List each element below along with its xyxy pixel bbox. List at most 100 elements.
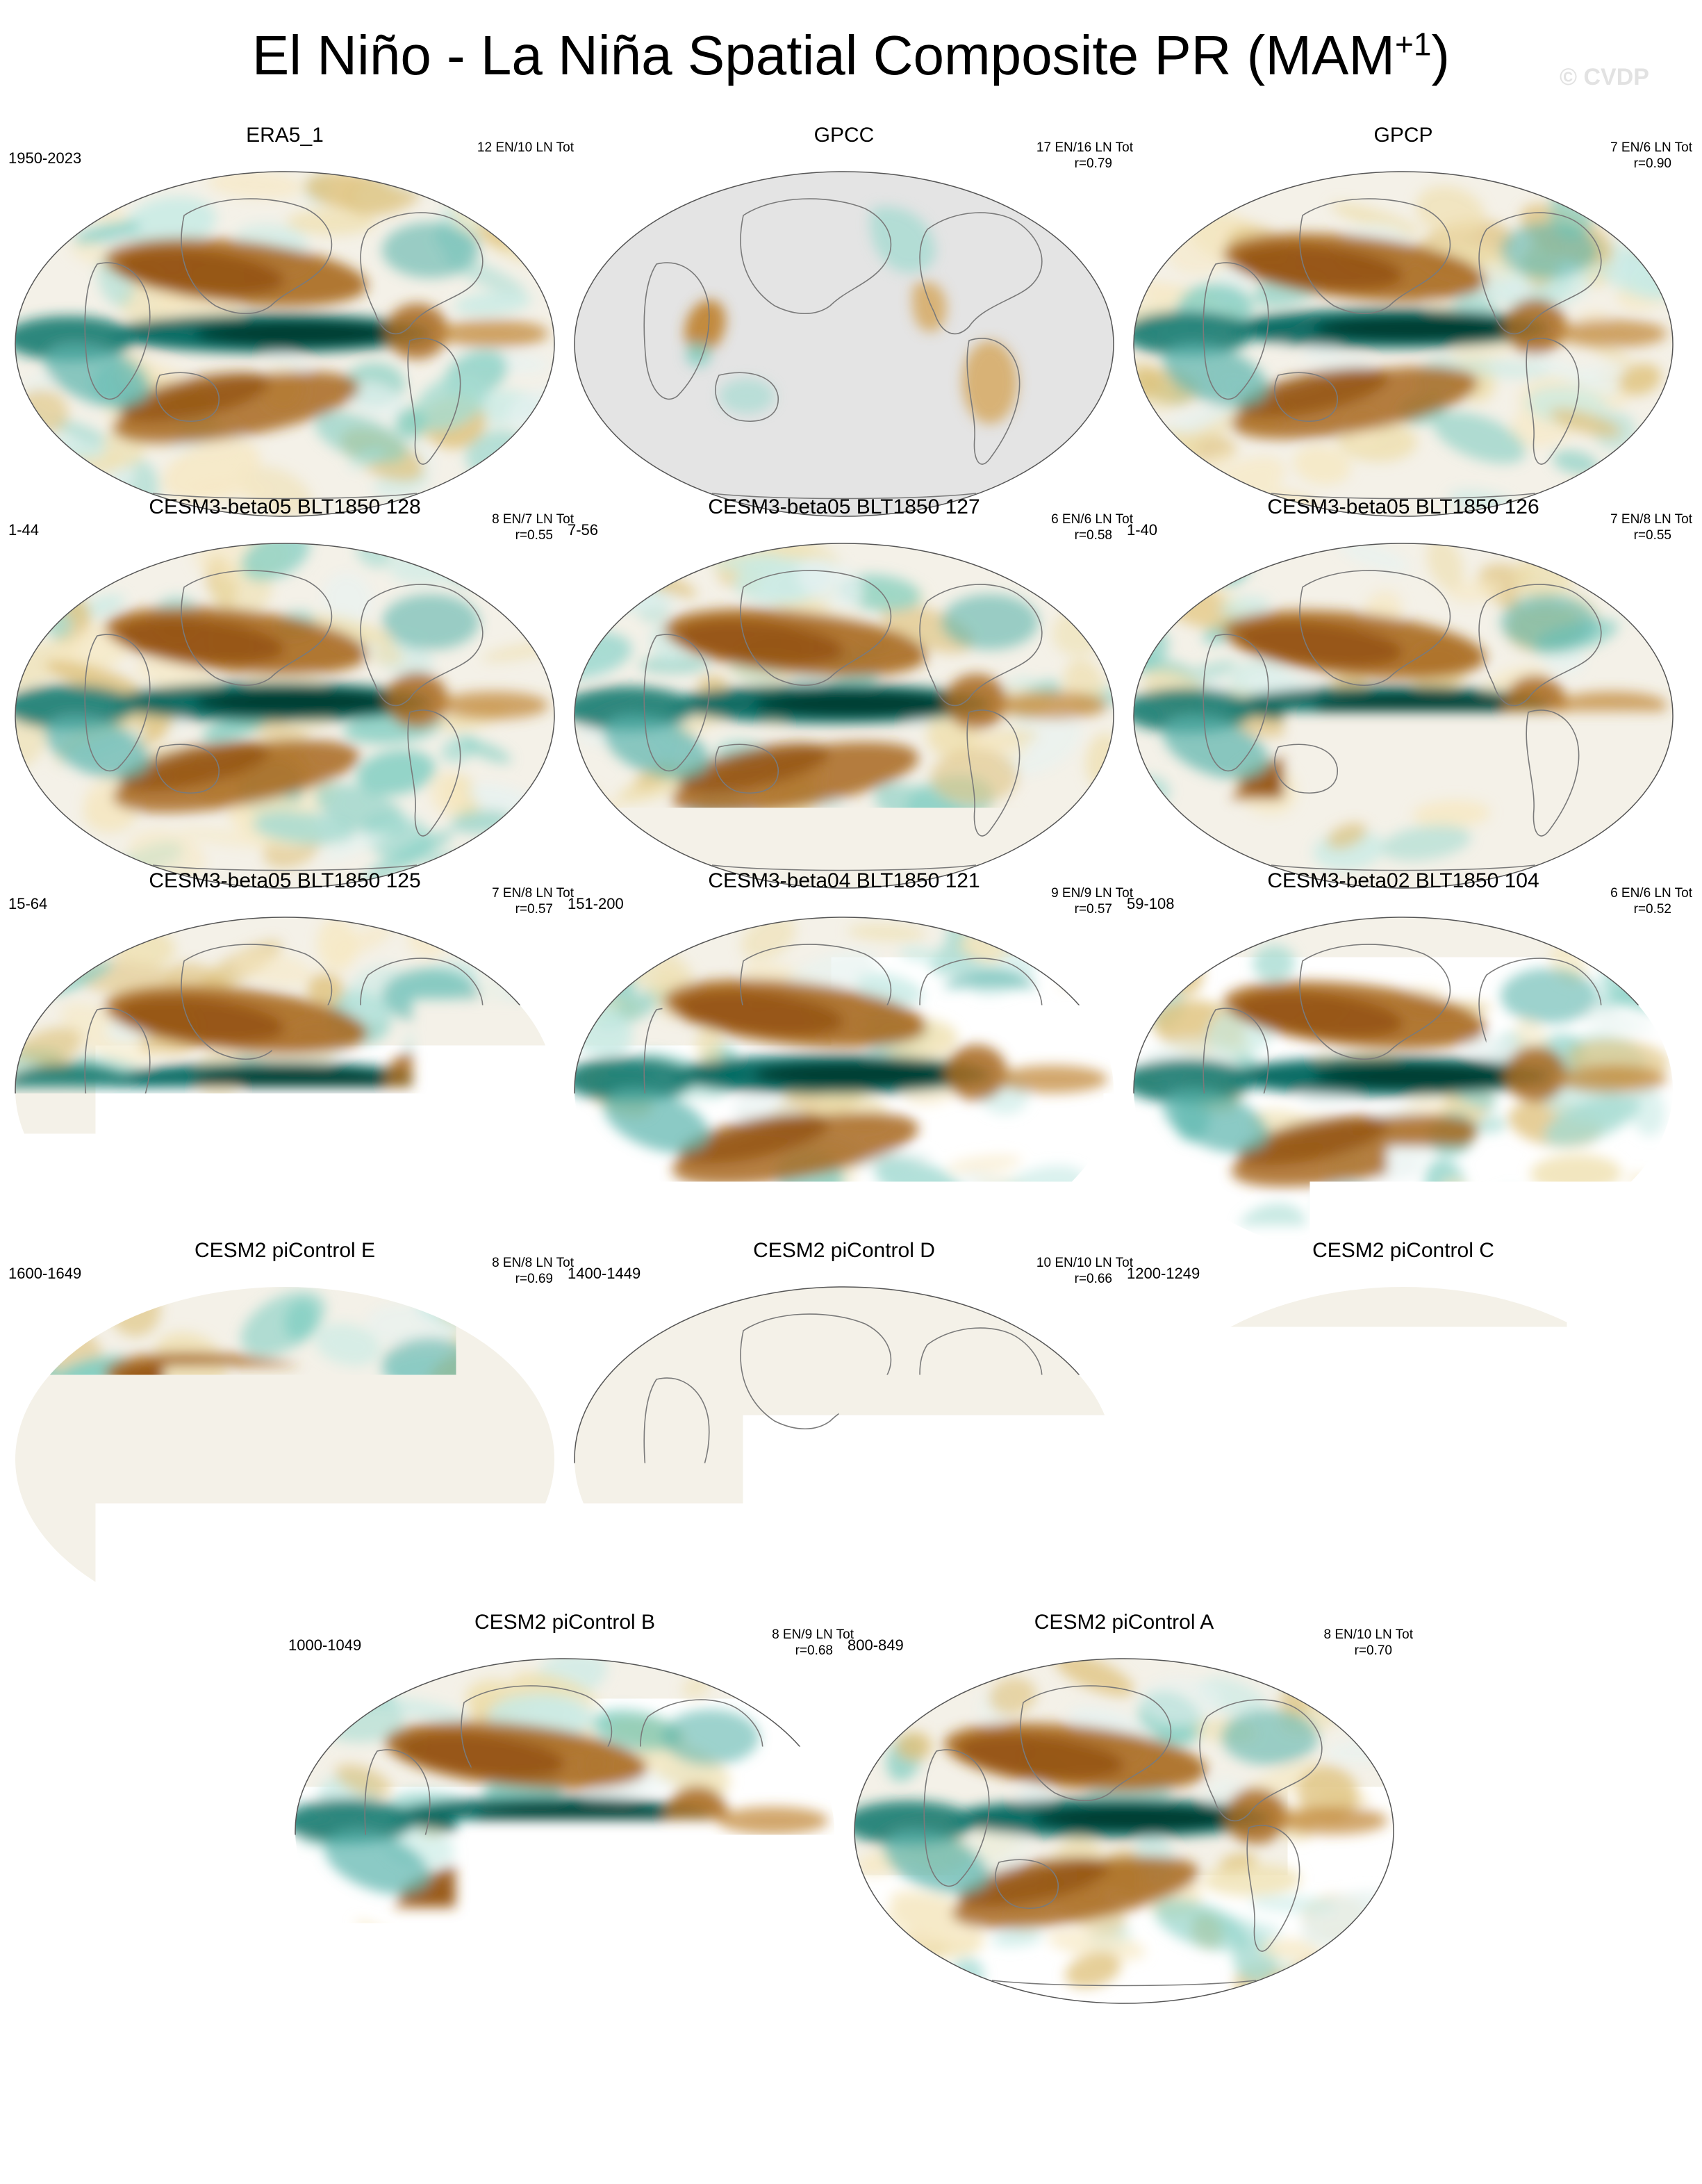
colorbar-tick-label: -2 xyxy=(306,2072,389,2118)
colorbar-segment xyxy=(1440,2028,1525,2065)
map-panel: CESM3-beta02 BLT1850 104 59-108 6 EN/6 LN … xyxy=(1125,874,1681,1229)
panel-period: 800-849 xyxy=(848,1636,904,1655)
panel-title: CESM2 piControl E xyxy=(7,1238,563,1263)
colorbar-segment xyxy=(1356,2028,1441,2065)
precip-composite-map xyxy=(7,1282,563,1636)
panel-period: 1950-2023 xyxy=(8,149,81,167)
map-panel: CESM3-beta05 BLT1850 125 15-64 7 EN/8 LN T… xyxy=(7,874,563,1229)
colorbar-tick-label: 0 xyxy=(810,2072,893,2118)
panel-period: 1200-1249 xyxy=(1127,1265,1200,1283)
panel-event-counts: 8 EN/9 LN Tot xyxy=(772,1627,854,1643)
panel-stats: 12 EN/10 LN Tot xyxy=(477,140,574,156)
panel-event-counts: 7 EN/7 LN Tot xyxy=(1610,1255,1692,1271)
panel-event-counts: 7 EN/8 LN Tot xyxy=(1610,511,1692,527)
panel-event-counts: 17 EN/16 LN Tot xyxy=(1036,140,1133,156)
colorbar-tick-label: -5 xyxy=(53,2072,137,2118)
colorbar-tick-label: .25 xyxy=(978,2072,1061,2118)
map-background xyxy=(575,172,1114,516)
panel-event-counts: 8 EN/10 LN Tot xyxy=(1323,1627,1413,1643)
colorbar-tick-label: 4 xyxy=(1482,2072,1566,2118)
precip-composite-map xyxy=(846,1654,1402,2008)
colorbar-segment xyxy=(1104,2028,1189,2065)
map-panel: CESM2 piControl C 1200-1249 7 EN/7 LN Tot r… xyxy=(1125,1244,1681,1598)
colorbar-segment xyxy=(515,2028,600,2065)
map-panel: CESM2 piControl E 1600-1649 8 EN/8 LN Tot r… xyxy=(7,1244,563,1598)
copyright-watermark: © CVDP xyxy=(1560,64,1649,91)
colorbar-segment xyxy=(263,2028,348,2065)
panel-event-counts: 6 EN/6 LN Tot xyxy=(1051,511,1133,527)
colorbar-tick-label: -.5 xyxy=(558,2072,641,2118)
panel-title: CESM3-beta05 BLT1850 126 xyxy=(1125,495,1681,520)
panel-event-counts: 6 EN/6 LN Tot xyxy=(1610,885,1692,901)
panel-period: 1-44 xyxy=(8,521,39,539)
panel-event-counts: 12 EN/10 LN Tot xyxy=(477,140,574,156)
colorbar-segment xyxy=(684,2028,768,2065)
panel-period: 1400-1449 xyxy=(568,1265,641,1283)
colorbar-segment xyxy=(11,2028,96,2065)
panel-title: CESM3-beta05 BLT1850 125 xyxy=(7,869,563,894)
panel-period: 1-40 xyxy=(1127,521,1157,539)
map-panel: CESM3-beta05 BLT1850 128 1-44 8 EN/7 LN To… xyxy=(7,500,563,855)
map-panel: CESM2 piControl A 800-849 8 EN/10 LN Tot r=… xyxy=(846,1616,1402,1970)
precip-composite-map xyxy=(287,1654,843,2008)
colorbar-segment xyxy=(1188,2028,1273,2065)
panel-period: 59-108 xyxy=(1127,895,1175,913)
precip-composite-map xyxy=(7,912,563,1267)
colorbar-tick-label: .5 xyxy=(1062,2072,1146,2118)
colorbar-tick-label: -.1 xyxy=(726,2072,809,2118)
panel-event-counts: 9 EN/9 LN Tot xyxy=(1051,885,1133,901)
colorbar-tick-label: -4 xyxy=(138,2072,221,2118)
map-panel: GPCP 7 EN/6 LN Tot r=0.90 xyxy=(1125,129,1681,483)
panel-event-counts: 8 EN/8 LN Tot xyxy=(492,1255,574,1271)
colorbar-tick-label: 2 xyxy=(1314,2072,1398,2118)
colorbar-segment xyxy=(1020,2028,1105,2065)
precip-anomaly-field xyxy=(566,1282,1122,1636)
colorbar-segment xyxy=(179,2028,264,2065)
panel-title: GPCP xyxy=(1125,123,1681,148)
panel-title: CESM3-beta05 BLT1850 128 xyxy=(7,495,563,520)
colorbar-segment xyxy=(936,2028,1021,2065)
panel-title: CESM2 piControl C xyxy=(1125,1238,1681,1263)
precip-composite-map xyxy=(1125,539,1681,893)
colorbar-segment xyxy=(600,2028,684,2065)
panel-title: CESM2 piControl B xyxy=(287,1610,843,1635)
colorbar-segment xyxy=(95,2028,180,2065)
map-panel: CESM2 piControl B 1000-1049 8 EN/9 LN Tot r… xyxy=(287,1616,843,1970)
precip-composite-map xyxy=(566,167,1122,521)
precip-composite-map xyxy=(1125,1282,1681,1636)
colorbar-tick-label: .1 xyxy=(894,2072,977,2118)
colorbar-tick-label: -.25 xyxy=(642,2072,725,2118)
precip-anomaly-field xyxy=(566,912,1122,1267)
colorbar-segment xyxy=(347,2028,432,2065)
colorbar-segment xyxy=(1524,2028,1609,2065)
panel-event-counts: 8 EN/7 LN Tot xyxy=(492,511,574,527)
colorbar-segment xyxy=(1272,2028,1357,2065)
panel-period: 7-56 xyxy=(568,521,598,539)
map-panel: CESM3-beta05 BLT1850 127 7-56 6 EN/6 LN To… xyxy=(566,500,1122,855)
panel-event-counts: 7 EN/8 LN Tot xyxy=(492,885,574,901)
panel-period: 15-64 xyxy=(8,895,47,913)
map-panel: ERA5_1 1950-2023 12 EN/10 LN Tot xyxy=(7,129,563,483)
panel-event-counts: 10 EN/10 LN Tot xyxy=(1036,1255,1133,1271)
panel-period: 1600-1649 xyxy=(8,1265,81,1283)
panel-period: 1000-1049 xyxy=(288,1636,361,1655)
colorbar-segment xyxy=(768,2028,852,2065)
colorbar-ticks: -5 -4 -3 -2 -1 -.75 -.5 -.25 -.1 0 .1 .25 .5 .75 1 2 3 4 5 xyxy=(0,2072,1702,2121)
precip-composite-map xyxy=(1125,912,1681,1267)
panel-title: CESM3-beta05 BLT1850 127 xyxy=(566,495,1122,520)
colorbar-segment xyxy=(852,2028,936,2065)
map-panel: CESM3-beta05 BLT1850 126 1-40 7 EN/8 LN To… xyxy=(1125,500,1681,855)
colorbar-tick-label: -3 xyxy=(222,2072,305,2118)
panel-title: CESM3-beta04 BLT1850 121 xyxy=(566,869,1122,894)
panel-period: 151-200 xyxy=(568,895,624,913)
figure-title: El Niño - La Niña Spatial Composite PR (… xyxy=(0,21,1702,90)
precip-composite-map xyxy=(7,539,563,893)
precip-composite-map xyxy=(566,1282,1122,1636)
colorbar-segment xyxy=(1608,2028,1692,2065)
precip-composite-map xyxy=(7,167,563,521)
colorbar-tick-label: 5 xyxy=(1567,2072,1650,2118)
colorbar-tick-label: 3 xyxy=(1398,2072,1482,2118)
precip-composite-map xyxy=(1125,167,1681,521)
precip-composite-map xyxy=(566,539,1122,893)
colorbar-segment xyxy=(431,2028,516,2065)
